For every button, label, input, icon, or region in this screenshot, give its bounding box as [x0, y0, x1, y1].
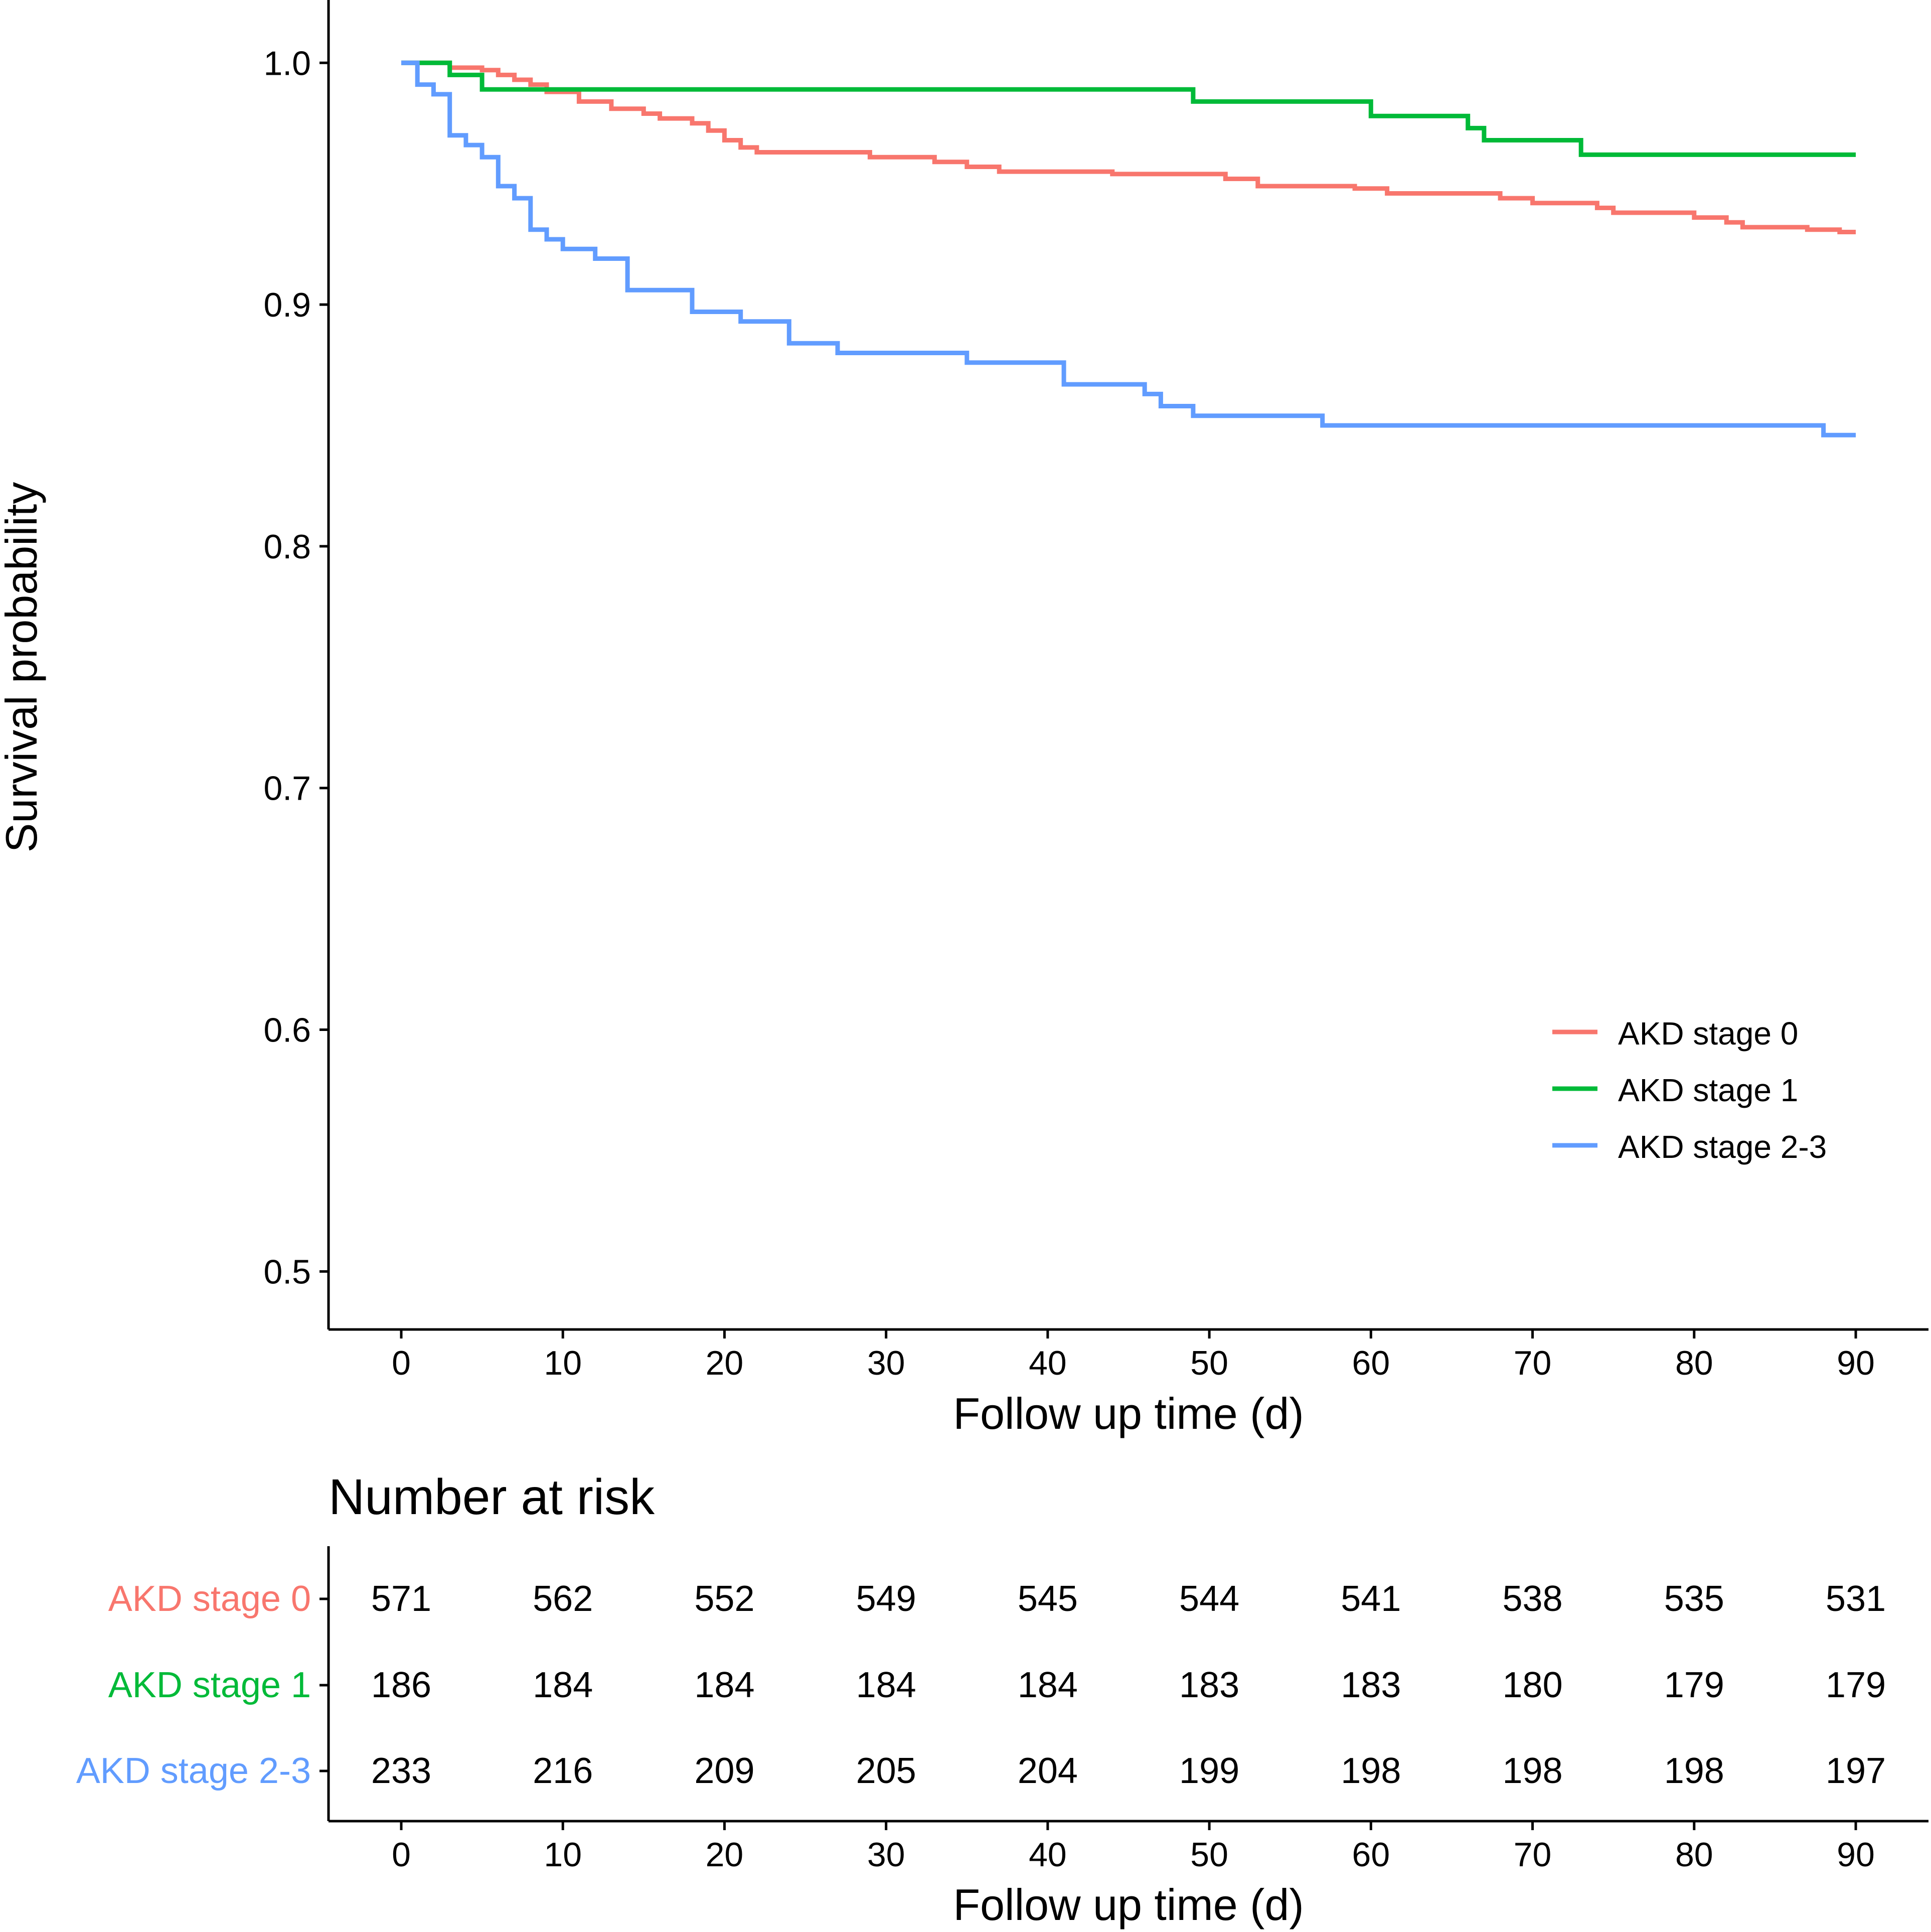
x-tick-label: 60	[1352, 1344, 1390, 1382]
y-tick-label: 0.6	[263, 1011, 311, 1050]
y-axis-ticks: 0.5 0.6 0.7 0.8 0.9 1.0	[263, 44, 329, 1291]
legend-label-akd-stage-0: AKD stage 0	[1618, 1015, 1798, 1052]
risk-cell-akd-stage-2-3: 204	[1018, 1751, 1078, 1791]
risk-x-tick-label: 70	[1514, 1836, 1552, 1874]
x-tick-label: 20	[706, 1344, 744, 1382]
risk-cell-akd-stage-2-3: 216	[533, 1751, 593, 1791]
risk-x-tick-label: 60	[1352, 1836, 1390, 1874]
x-tick-label: 30	[867, 1344, 905, 1382]
x-axis-ticks: 0 10 20 30 40 50 60 70 80 90	[392, 1329, 1875, 1382]
risk-cell-akd-stage-1: 179	[1826, 1665, 1886, 1705]
risk-cell-akd-stage-0: 541	[1341, 1579, 1401, 1619]
risk-x-tick-label: 80	[1675, 1836, 1713, 1874]
risk-cell-akd-stage-2-3: 209	[694, 1751, 754, 1791]
risk-table-row-ticks	[319, 1597, 329, 1772]
y-tick-label: 0.9	[263, 286, 311, 324]
legend-label-akd-stage-2-3: AKD stage 2-3	[1618, 1129, 1827, 1165]
y-tick-label: 0.8	[263, 528, 311, 566]
risk-cell-akd-stage-1: 184	[1018, 1665, 1078, 1705]
risk-x-tick-label: 0	[392, 1836, 411, 1874]
survival-curves	[401, 60, 1856, 437]
risk-cell-akd-stage-0: 549	[856, 1579, 916, 1619]
risk-cell-akd-stage-1: 184	[856, 1665, 916, 1705]
risk-table-cells: 571 562 552 549 545 544 541 538 535 531 186 184 184 1…	[371, 1579, 1886, 1791]
risk-table-title: Number at risk	[329, 1469, 655, 1525]
x-tick-label: 90	[1837, 1344, 1875, 1382]
risk-cell-akd-stage-2-3: 233	[371, 1751, 431, 1791]
risk-row-label-akd-stage-1: AKD stage 1	[108, 1665, 311, 1705]
risk-cell-akd-stage-0: 562	[533, 1579, 593, 1619]
risk-x-tick-label: 30	[867, 1836, 905, 1874]
risk-cell-akd-stage-0: 552	[694, 1579, 754, 1619]
curve-akd-stage-1	[401, 60, 1856, 157]
survival-plot: 0.5 0.6 0.7 0.8 0.9 1.0 0 10 20 30 40 50 60 70 80 90 S…	[0, 0, 1928, 1438]
curve-akd-stage-2-3	[401, 60, 1856, 437]
risk-cell-akd-stage-1: 184	[694, 1665, 754, 1705]
risk-cell-akd-stage-2-3: 198	[1502, 1751, 1562, 1791]
risk-cell-akd-stage-2-3: 205	[856, 1751, 916, 1791]
legend: AKD stage 0 AKD stage 1 AKD stage 2-3	[1552, 1015, 1827, 1165]
risk-cell-akd-stage-1: 180	[1502, 1665, 1562, 1705]
x-tick-label: 10	[544, 1344, 582, 1382]
risk-cell-akd-stage-2-3: 199	[1179, 1751, 1239, 1791]
risk-x-tick-label: 10	[544, 1836, 582, 1874]
risk-table-x-axis-label: Follow up time (d)	[953, 1880, 1304, 1929]
risk-cell-akd-stage-0: 571	[371, 1579, 431, 1619]
x-tick-label: 0	[392, 1344, 411, 1382]
y-tick-label: 0.5	[263, 1253, 311, 1291]
risk-x-tick-label: 50	[1190, 1836, 1228, 1874]
risk-x-tick-label: 90	[1837, 1836, 1875, 1874]
x-tick-label: 70	[1514, 1344, 1552, 1382]
risk-row-label-akd-stage-0: AKD stage 0	[108, 1579, 311, 1619]
risk-cell-akd-stage-1: 179	[1664, 1665, 1724, 1705]
risk-cell-akd-stage-1: 184	[533, 1665, 593, 1705]
risk-cell-akd-stage-0: 535	[1664, 1579, 1724, 1619]
risk-cell-akd-stage-2-3: 197	[1826, 1751, 1886, 1791]
risk-cell-akd-stage-0: 544	[1179, 1579, 1239, 1619]
risk-row-label-akd-stage-2-3: AKD stage 2-3	[76, 1751, 311, 1791]
risk-cell-akd-stage-0: 531	[1826, 1579, 1886, 1619]
risk-x-tick-label: 20	[706, 1836, 744, 1874]
x-tick-label: 50	[1190, 1344, 1228, 1382]
x-tick-label: 40	[1029, 1344, 1067, 1382]
risk-cell-akd-stage-2-3: 198	[1341, 1751, 1401, 1791]
risk-table-x-axis-ticks: 0 10 20 30 40 50 60 70 80 90	[392, 1821, 1875, 1874]
risk-cell-akd-stage-1: 183	[1341, 1665, 1401, 1705]
number-at-risk-table: Number at risk AKD stage 0 AKD stage 1 A…	[76, 1469, 1928, 1929]
risk-x-tick-label: 40	[1029, 1836, 1067, 1874]
risk-cell-akd-stage-2-3: 198	[1664, 1751, 1724, 1791]
y-tick-label: 1.0	[263, 44, 311, 82]
y-tick-label: 0.7	[263, 770, 311, 808]
legend-label-akd-stage-1: AKD stage 1	[1618, 1072, 1798, 1108]
risk-cell-akd-stage-0: 545	[1018, 1579, 1078, 1619]
risk-cell-akd-stage-0: 538	[1502, 1579, 1562, 1619]
x-tick-label: 80	[1675, 1344, 1713, 1382]
curve-akd-stage-0	[401, 60, 1856, 234]
risk-cell-akd-stage-1: 183	[1179, 1665, 1239, 1705]
x-axis-label: Follow up time (d)	[953, 1389, 1304, 1438]
risk-cell-akd-stage-1: 186	[371, 1665, 431, 1705]
y-axis-label: Survival probability	[0, 482, 46, 853]
